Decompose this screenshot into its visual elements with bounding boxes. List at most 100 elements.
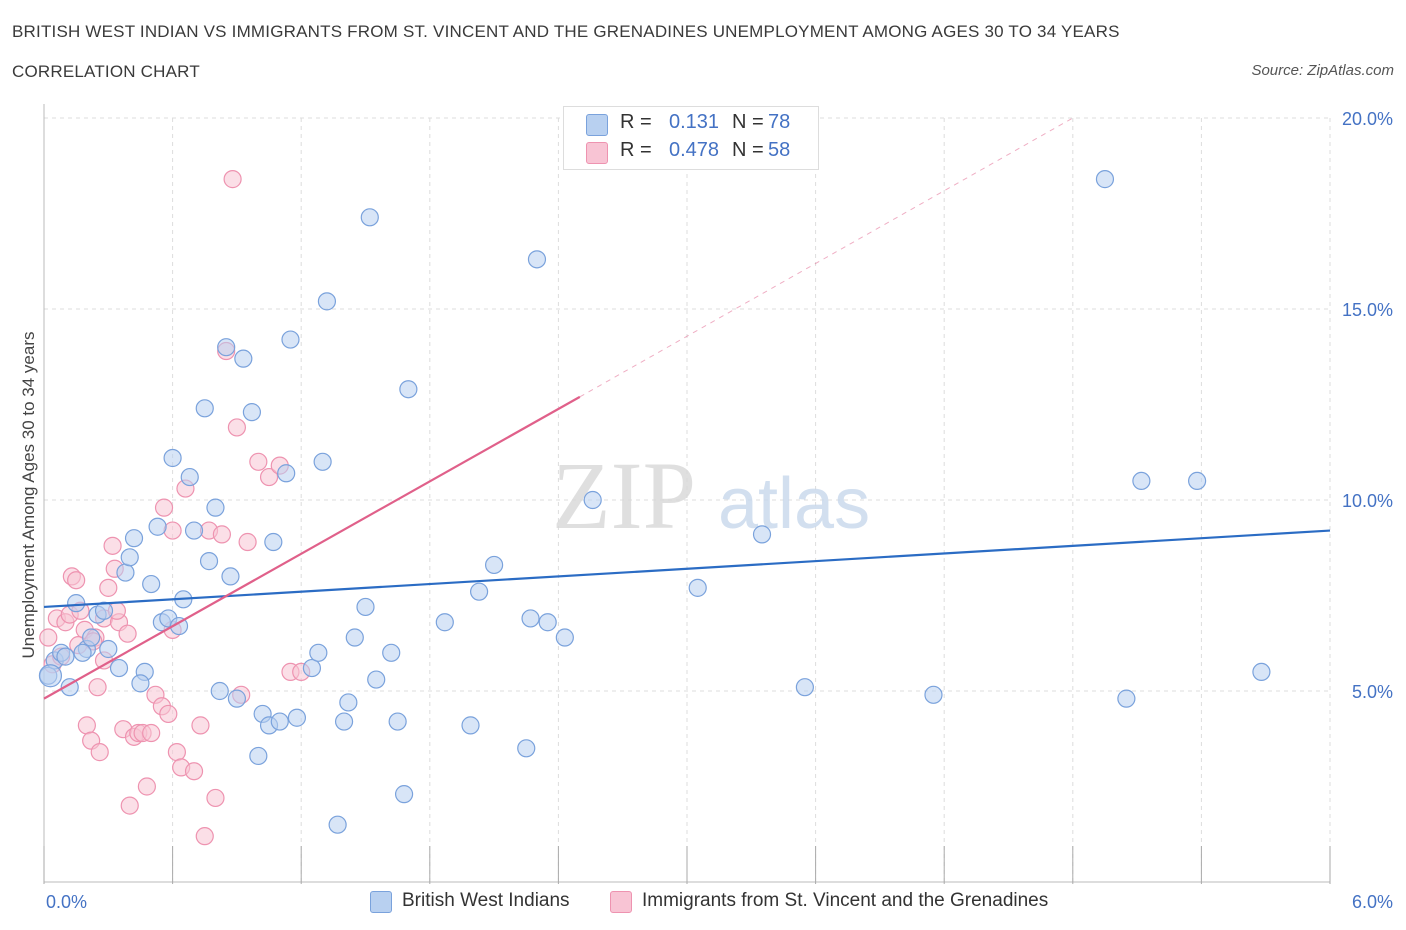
data-point-pink: [118, 624, 137, 643]
data-point-pink: [223, 170, 242, 189]
watermark-atlas: atlas: [718, 464, 870, 544]
legend-r-label: R =: [620, 111, 652, 133]
data-point-blue: [795, 678, 814, 697]
data-point-blue: [752, 525, 772, 544]
watermark: ZIP atlas: [552, 442, 870, 549]
data-point-pink: [238, 532, 257, 552]
data-point-pink: [39, 628, 58, 647]
data-point-blue: [302, 658, 322, 678]
data-point-blue: [195, 399, 214, 418]
data-point-pink: [142, 723, 161, 743]
data-point-blue: [99, 639, 118, 659]
data-point-blue: [163, 448, 182, 468]
data-point-blue: [210, 681, 229, 701]
data-point-pink: [184, 762, 204, 781]
data-point-blue: [277, 464, 296, 483]
data-point-pink: [167, 743, 186, 762]
legend-r-value: 0.131: [668, 111, 720, 133]
data-point-blue: [227, 689, 246, 708]
y-axis-label: Unemployment Among Ages 30 to 34 years: [19, 332, 38, 659]
data-point-blue: [485, 555, 504, 575]
data-point-blue: [1252, 662, 1271, 682]
data-point-blue: [1095, 170, 1115, 189]
data-point-blue: [180, 467, 199, 487]
legend-label-blue: British West Indians: [402, 890, 570, 911]
legend-swatch-blue: [370, 891, 392, 913]
data-point-pink: [90, 743, 109, 762]
trend-lines: [43, 117, 1331, 700]
data-point-blue: [1188, 471, 1207, 490]
legend-n-label: N =: [732, 139, 764, 161]
data-point-blue: [521, 609, 540, 628]
data-point-blue: [270, 712, 289, 731]
data-point-blue: [399, 380, 418, 399]
correlation-legend: R = 0.131 N = 78 R = 0.478 N = 58: [563, 106, 819, 170]
data-point-blue: [555, 628, 574, 647]
data-point-blue: [264, 532, 283, 552]
legend-n-label: N =: [732, 111, 764, 133]
data-point-blue: [109, 658, 129, 678]
data-point-blue: [94, 601, 114, 620]
data-point-pink: [212, 525, 231, 544]
axes: [43, 104, 1331, 884]
legend-r-value: 0.478: [668, 139, 720, 161]
data-point-pink: [103, 536, 122, 555]
trend-line-pink-extension: [579, 117, 1074, 398]
data-point-blue: [360, 208, 379, 227]
data-point-blue: [217, 338, 236, 357]
legend-swatch-pink: [586, 142, 608, 164]
data-point-blue: [309, 643, 328, 662]
data-point-blue: [583, 490, 602, 510]
data-point-blue: [148, 517, 167, 536]
data-point-blue: [206, 498, 225, 517]
data-point-blue: [56, 647, 75, 666]
data-point-pink: [159, 704, 178, 724]
trend-line-pink: [43, 395, 581, 700]
data-point-pink: [77, 716, 96, 735]
data-point-blue: [1117, 689, 1136, 708]
legend-swatch-pink: [610, 891, 632, 913]
data-point-blue: [538, 613, 557, 632]
data-point-blue: [527, 250, 547, 269]
data-point-blue: [317, 292, 337, 311]
data-point-blue: [131, 674, 150, 693]
data-point-blue: [688, 578, 707, 597]
data-point-blue: [394, 785, 414, 804]
data-point-pink: [67, 571, 86, 590]
source-label: Source: ZipAtlas.com: [1251, 62, 1394, 79]
data-point-blue: [116, 563, 135, 582]
data-point-blue: [242, 403, 262, 422]
data-point-blue: [142, 574, 161, 594]
data-point-blue: [249, 746, 268, 766]
legend-n-value: 58: [768, 139, 791, 161]
y-tick-label: 10.0%: [1342, 491, 1393, 511]
chart-subtitle: CORRELATION CHART: [12, 62, 200, 81]
data-point-blue: [435, 613, 454, 632]
data-point-blue: [38, 664, 63, 688]
data-point-pink: [137, 777, 156, 796]
data-point-blue: [339, 693, 358, 712]
data-point-blue: [367, 670, 386, 689]
data-point-pink: [99, 578, 118, 597]
data-point-pink: [195, 827, 214, 846]
data-point-pink: [154, 498, 174, 517]
data-point-blue: [234, 349, 253, 368]
data-point-pink: [88, 678, 107, 697]
y-tick-label: 5.0%: [1352, 682, 1393, 702]
y-tick-label: 20.0%: [1342, 109, 1393, 129]
legend-swatch-blue: [586, 114, 608, 136]
data-point-blue: [469, 582, 489, 601]
series-blue-points: [38, 170, 1271, 834]
legend-r-label: R =: [620, 139, 652, 161]
data-point-blue: [184, 521, 204, 540]
data-point-blue: [313, 452, 332, 471]
data-point-blue: [356, 597, 375, 617]
data-point-blue: [328, 815, 347, 834]
chart-title: BRITISH WEST INDIAN VS IMMIGRANTS FROM S…: [12, 22, 1120, 41]
data-point-pink: [227, 418, 246, 437]
data-point-blue: [517, 739, 536, 758]
legend-label-pink: Immigrants from St. Vincent and the Gren…: [642, 890, 1049, 911]
data-point-pink: [191, 716, 210, 735]
tick-labels: 5.0% 10.0% 15.0% 20.0% 0.0% 6.0%: [46, 109, 1393, 912]
data-point-pink: [249, 452, 268, 471]
